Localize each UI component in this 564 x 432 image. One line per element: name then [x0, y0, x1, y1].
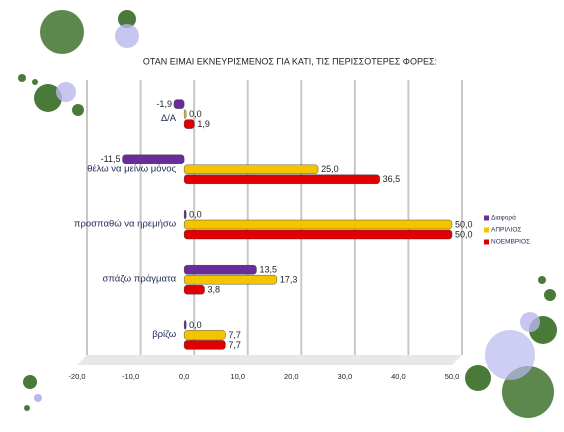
- legend-swatch: [484, 239, 489, 245]
- x-tick-label: -10,0: [122, 372, 139, 381]
- y-tick-label: θέλω να μείνω μόνος: [87, 163, 176, 174]
- bar: [183, 109, 187, 119]
- value-label: 25,0: [321, 164, 339, 174]
- legend-label: ΑΠΡΙΛΙΟΣ: [491, 227, 521, 234]
- x-tick-label: 10,0: [230, 372, 245, 381]
- value-label: 17,3: [280, 275, 298, 285]
- bar: [183, 265, 257, 275]
- value-label: 36,5: [383, 174, 401, 184]
- chart-title: ΟΤΑΝ ΕΙΜΑΙ ΕΚΝΕΥΡΙΣΜΕΝΟΣ ΓΙΑ ΚΑΤΙ, ΤΙΣ Π…: [143, 56, 437, 66]
- legend-swatch: [484, 227, 489, 233]
- value-label: 13,5: [259, 265, 277, 275]
- x-tick-label: 30,0: [338, 372, 353, 381]
- value-label: -1,9: [156, 99, 172, 109]
- bar: [183, 340, 226, 350]
- bar: [122, 154, 185, 165]
- value-label: 3,8: [208, 285, 221, 295]
- bar: [183, 320, 187, 330]
- value-label: 50,0: [455, 219, 473, 229]
- x-tick-label: -20,0: [68, 372, 85, 381]
- value-label: 50,0: [455, 229, 473, 239]
- legend-swatch: [484, 215, 489, 221]
- bar: [183, 119, 195, 129]
- x-tick-label: 20,0: [284, 372, 299, 381]
- legend-label: ΝΟΕΜΒΡΙΟΣ: [491, 239, 530, 246]
- legend-label: Διαφορά: [491, 214, 516, 222]
- y-tick-label: προσπαθώ να ηρεμήσω: [74, 219, 177, 230]
- x-tick-label: 50,0: [445, 372, 460, 381]
- value-label: 7,7: [228, 330, 241, 340]
- bar: [183, 219, 453, 230]
- value-label: -11,5: [101, 154, 121, 164]
- bar: [183, 285, 205, 295]
- bar: [183, 174, 380, 185]
- y-tick-label: σπάζω πράγματα: [102, 274, 176, 285]
- y-tick-label: Δ/Α: [161, 113, 177, 124]
- floor: [77, 355, 462, 365]
- bar: [183, 164, 319, 175]
- value-label: 0,0: [189, 320, 202, 330]
- x-tick-label: 40,0: [391, 372, 406, 381]
- value-label: 0,0: [189, 209, 202, 219]
- value-label: 7,7: [228, 340, 241, 350]
- bar: [183, 330, 226, 340]
- value-label: 1,9: [197, 119, 210, 129]
- bar: [183, 209, 187, 220]
- y-tick-label: βρίζω: [152, 329, 177, 340]
- decoration: [18, 10, 557, 418]
- bar: [173, 99, 185, 109]
- bar: [183, 275, 278, 285]
- x-tick-label: 0,0: [179, 372, 189, 381]
- value-label: 0,0: [189, 109, 202, 119]
- bar: [183, 229, 453, 240]
